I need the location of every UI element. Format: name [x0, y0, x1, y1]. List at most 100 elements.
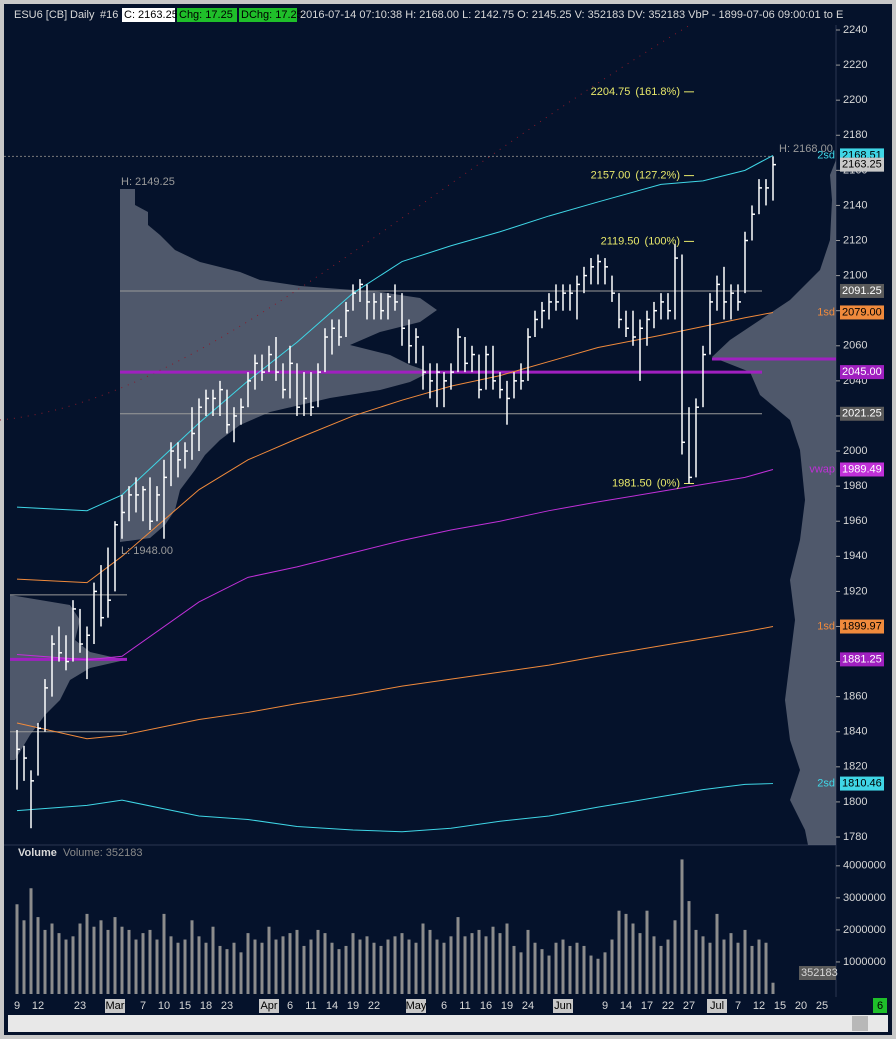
x-tick-label: 11: [305, 1000, 316, 1012]
x-tick-label: 23: [74, 1000, 86, 1012]
volume-bar: [764, 942, 768, 994]
y-tick-label: 1800: [843, 796, 867, 808]
volume-bar: [414, 942, 418, 994]
volume-bar: [169, 936, 173, 994]
close-box: [122, 8, 175, 22]
scrollbar-thumb[interactable]: [852, 1016, 868, 1031]
y-tick-label: 2140: [843, 199, 867, 211]
x-tick-label: 14: [326, 1000, 338, 1012]
volume-bar: [239, 952, 243, 994]
volume-bar: [197, 936, 201, 994]
band-tag: 1810.46: [842, 777, 882, 789]
x-tick-label: 15: [179, 1000, 191, 1012]
volume-bar: [218, 945, 222, 994]
volume-bar: [729, 933, 733, 994]
volume-bar: [715, 913, 719, 994]
last-price-tag: 2163.25: [842, 159, 882, 171]
band-tag: 1989.49: [842, 463, 882, 475]
profile-high-label: H: 2149.25: [121, 176, 175, 188]
volume-bar: [267, 926, 271, 994]
symbol: ESU6 [CB]: [14, 9, 67, 21]
volume-bar: [351, 933, 355, 994]
x-tick-label: 20: [795, 1000, 807, 1012]
volume-bar: [288, 933, 292, 994]
y-tick-label: 1980: [843, 480, 867, 492]
volume-bar: [183, 939, 187, 994]
volume-bar: [204, 942, 208, 994]
volume-bar: [673, 920, 677, 994]
volume-bar: [379, 945, 383, 994]
volume-tick-label: 1000000: [843, 956, 886, 968]
band-tag-box: [840, 776, 884, 791]
level-tag-box: [840, 652, 884, 667]
volume-bar: [155, 939, 159, 994]
volume-tick-label: 3000000: [843, 892, 886, 904]
level-tag: 2091.25: [842, 285, 882, 297]
volume-bar: [400, 933, 404, 994]
month-label-box: [553, 999, 573, 1013]
chart-number: #16: [100, 9, 118, 21]
y-tick-label: 2120: [843, 234, 867, 246]
y-tick-label: 2180: [843, 129, 867, 141]
y-tick-label: 2100: [843, 270, 867, 282]
volume-bar: [603, 952, 607, 994]
band-tag-box: [840, 462, 884, 477]
y-tick-label: 2220: [843, 59, 867, 71]
volume-bar: [666, 939, 670, 994]
x-tick-label: 22: [662, 1000, 674, 1012]
volume-tick-label: 2000000: [843, 924, 886, 936]
y-tick-label: 1840: [843, 726, 867, 738]
volume-bar: [575, 942, 579, 994]
volume-bar: [190, 920, 194, 994]
volume-bar: [22, 920, 26, 994]
volume-bar: [596, 958, 600, 994]
fib-label: 2119.50 (100%): [601, 235, 680, 247]
level-tag: 2045.00: [842, 366, 882, 378]
x-tick-label: 19: [501, 1000, 513, 1012]
volume-bar: [120, 926, 124, 994]
volume-subtitle: Volume: 352183: [63, 847, 143, 859]
volume-bar: [92, 926, 96, 994]
x-tick-label: Jul: [710, 1000, 724, 1012]
y-tick-label: 2200: [843, 94, 867, 106]
x-tick-label: 18: [200, 1000, 212, 1012]
x-tick-label: 19: [347, 1000, 359, 1012]
high-line-label: H: 2168.00: [779, 143, 833, 155]
volume-bar: [456, 917, 460, 994]
y-tick-label: 2060: [843, 340, 867, 352]
volume-tick-label: 4000000: [843, 860, 886, 872]
volume-bar: [491, 926, 495, 994]
volume-bar: [512, 945, 516, 994]
volume-bar: [274, 939, 278, 994]
profile-low-label: L: 1948.00: [121, 545, 173, 557]
band-line: [16, 783, 774, 833]
x-tick-label: 6: [287, 1000, 293, 1012]
volume-bar: [386, 939, 390, 994]
scrollbar[interactable]: [8, 1015, 888, 1032]
volume-bar: [29, 888, 33, 994]
volume-bar: [260, 942, 264, 994]
month-label-box: [259, 999, 279, 1013]
level-tag-box: [840, 283, 884, 298]
volume-bar: [617, 910, 621, 994]
y-tick-label: 1860: [843, 691, 867, 703]
volume-bar: [141, 933, 145, 994]
header: ESU6 [CB] Daily #16 C: 2163.25 Chg: 17.2…: [14, 8, 843, 22]
level-tag-box: [840, 406, 884, 421]
volume-bar: [743, 929, 747, 994]
left-profile: [10, 595, 125, 760]
y-tick-label: 1920: [843, 585, 867, 597]
x-tick-label: 24: [522, 1000, 534, 1012]
volume-bar: [323, 933, 327, 994]
x-tick-label: 9: [602, 1000, 608, 1012]
x-tick-label: 22: [368, 1000, 380, 1012]
volume-bar: [484, 936, 488, 994]
x-tick-label: 27: [683, 1000, 695, 1012]
volume-bar: [554, 942, 558, 994]
band-line: [16, 469, 774, 661]
month-label-box: [707, 999, 727, 1013]
fib-ratio: (127.2%): [635, 170, 680, 182]
volume-bar: [547, 955, 551, 994]
texts-layer: Volume Volume: 352183 178018001820184018…: [14, 24, 886, 1013]
